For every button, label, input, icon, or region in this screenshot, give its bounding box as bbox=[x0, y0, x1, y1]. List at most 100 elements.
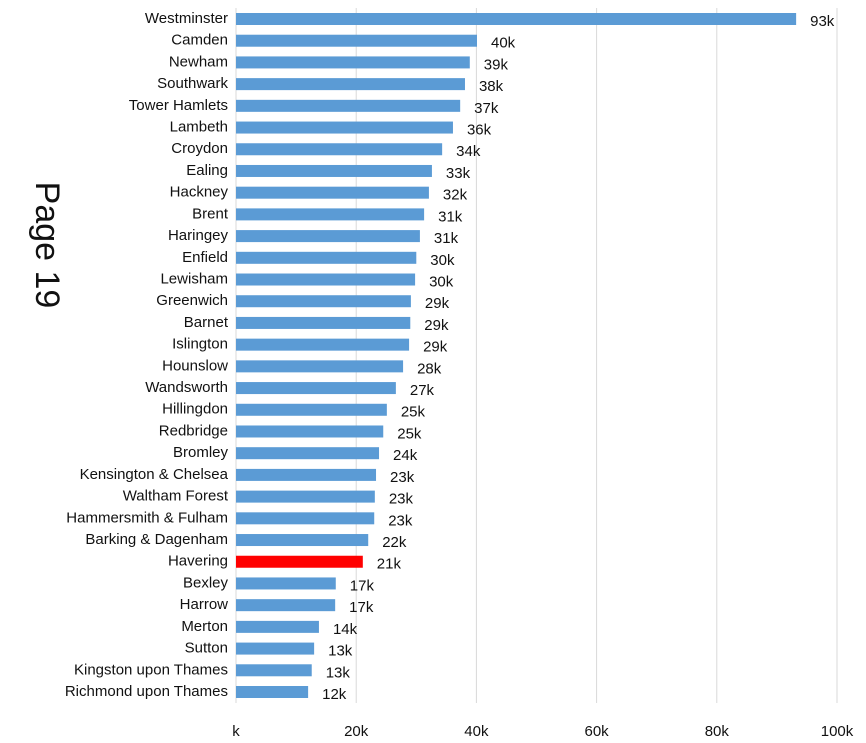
y-tick-label: Enfield bbox=[182, 249, 228, 266]
y-tick-label: Islington bbox=[172, 336, 228, 353]
value-label: 28k bbox=[417, 360, 442, 377]
y-tick-label: Ealing bbox=[186, 162, 228, 179]
bar bbox=[236, 143, 443, 156]
y-tick-label: Bromley bbox=[173, 444, 229, 461]
y-tick-label: Wandsworth bbox=[145, 379, 228, 396]
bar bbox=[236, 555, 363, 568]
bar bbox=[236, 686, 309, 698]
x-tick-label: 20k bbox=[344, 723, 369, 740]
y-tick-label: Brent bbox=[192, 205, 229, 222]
bar bbox=[236, 512, 375, 525]
y-tick-label: Lewisham bbox=[160, 270, 228, 287]
value-label: 93k bbox=[810, 13, 835, 30]
value-label: 24k bbox=[393, 447, 418, 464]
bar bbox=[236, 642, 315, 655]
y-tick-label: Richmond upon Thames bbox=[65, 683, 228, 700]
y-tick-label: Waltham Forest bbox=[123, 488, 229, 505]
bar bbox=[236, 382, 396, 395]
bar bbox=[236, 577, 336, 590]
bar bbox=[236, 208, 425, 221]
x-tick-label: k bbox=[232, 723, 240, 740]
bar bbox=[236, 316, 411, 329]
value-label: 29k bbox=[423, 339, 448, 356]
y-tick-label: Hackney bbox=[170, 184, 229, 201]
value-label: 38k bbox=[479, 78, 504, 95]
bar bbox=[236, 164, 432, 177]
y-tick-label: Haringey bbox=[168, 227, 229, 244]
value-label: 29k bbox=[425, 295, 450, 312]
value-label: 12k bbox=[322, 686, 347, 703]
page-number: Page 19 bbox=[28, 182, 66, 309]
value-label: 30k bbox=[429, 273, 454, 290]
value-label: 23k bbox=[389, 491, 414, 508]
value-label: 36k bbox=[467, 122, 492, 139]
y-tick-label: Hillingdon bbox=[162, 401, 228, 418]
y-tick-label: Barnet bbox=[184, 314, 229, 331]
bar bbox=[236, 490, 375, 503]
bar bbox=[236, 13, 797, 25]
y-tick-label: Kingston upon Thames bbox=[74, 661, 228, 678]
bar bbox=[236, 230, 420, 243]
bar bbox=[236, 664, 312, 677]
bar bbox=[236, 34, 478, 47]
value-label: 22k bbox=[382, 534, 407, 551]
y-tick-label: Southwark bbox=[157, 75, 228, 92]
x-tick-label: 60k bbox=[585, 723, 610, 740]
x-tick-label: 80k bbox=[705, 723, 730, 740]
bar bbox=[236, 447, 380, 460]
bar bbox=[236, 403, 387, 416]
value-label: 25k bbox=[397, 425, 422, 442]
value-label: 40k bbox=[491, 35, 516, 52]
x-tick-label: 40k bbox=[464, 723, 489, 740]
y-tick-label: Camden bbox=[171, 32, 228, 49]
value-label: 29k bbox=[424, 317, 449, 334]
value-label: 30k bbox=[430, 252, 455, 269]
value-label: 31k bbox=[438, 208, 463, 225]
value-label: 23k bbox=[390, 469, 415, 486]
bar bbox=[236, 295, 411, 308]
y-tick-label: Hounslow bbox=[162, 357, 228, 374]
y-tick-label: Lambeth bbox=[170, 119, 228, 136]
bar bbox=[236, 620, 319, 633]
bar bbox=[236, 425, 384, 438]
value-label: 25k bbox=[401, 404, 426, 421]
y-tick-label: Hammersmith & Fulham bbox=[66, 509, 228, 526]
x-tick-label: 100k bbox=[821, 723, 854, 740]
bar bbox=[236, 599, 336, 612]
value-label: 14k bbox=[333, 621, 358, 638]
y-tick-label: Westminster bbox=[145, 10, 228, 27]
value-label: 33k bbox=[446, 165, 471, 182]
bar bbox=[236, 534, 369, 547]
y-tick-label: Merton bbox=[181, 618, 228, 635]
bar bbox=[236, 273, 416, 286]
bar bbox=[236, 468, 377, 481]
y-tick-label: Havering bbox=[168, 553, 228, 570]
value-label: 32k bbox=[443, 187, 468, 204]
value-label: 34k bbox=[456, 143, 481, 160]
bar bbox=[236, 186, 429, 199]
value-label: 39k bbox=[484, 56, 509, 73]
bar bbox=[236, 251, 417, 264]
value-label: 27k bbox=[410, 382, 435, 399]
bar bbox=[236, 99, 461, 112]
value-label: 13k bbox=[328, 643, 353, 660]
value-label: 23k bbox=[388, 512, 413, 529]
bar bbox=[236, 78, 465, 91]
y-tick-label: Redbridge bbox=[159, 422, 228, 439]
y-tick-label: Barking & Dagenham bbox=[85, 531, 228, 548]
y-tick-label: Newham bbox=[169, 53, 228, 70]
value-label: 37k bbox=[474, 100, 499, 117]
value-label: 21k bbox=[377, 556, 402, 573]
bar bbox=[236, 121, 453, 134]
bar bbox=[236, 360, 404, 373]
value-label: 17k bbox=[349, 599, 374, 616]
value-label: 13k bbox=[326, 664, 351, 681]
y-tick-label: Bexley bbox=[183, 574, 229, 591]
y-tick-label: Greenwich bbox=[156, 292, 228, 309]
y-tick-label: Sutton bbox=[185, 640, 228, 657]
y-tick-label: Harrow bbox=[180, 596, 229, 613]
y-tick-label: Tower Hamlets bbox=[129, 97, 228, 114]
bar bbox=[236, 56, 470, 69]
y-tick-label: Croydon bbox=[171, 140, 228, 157]
